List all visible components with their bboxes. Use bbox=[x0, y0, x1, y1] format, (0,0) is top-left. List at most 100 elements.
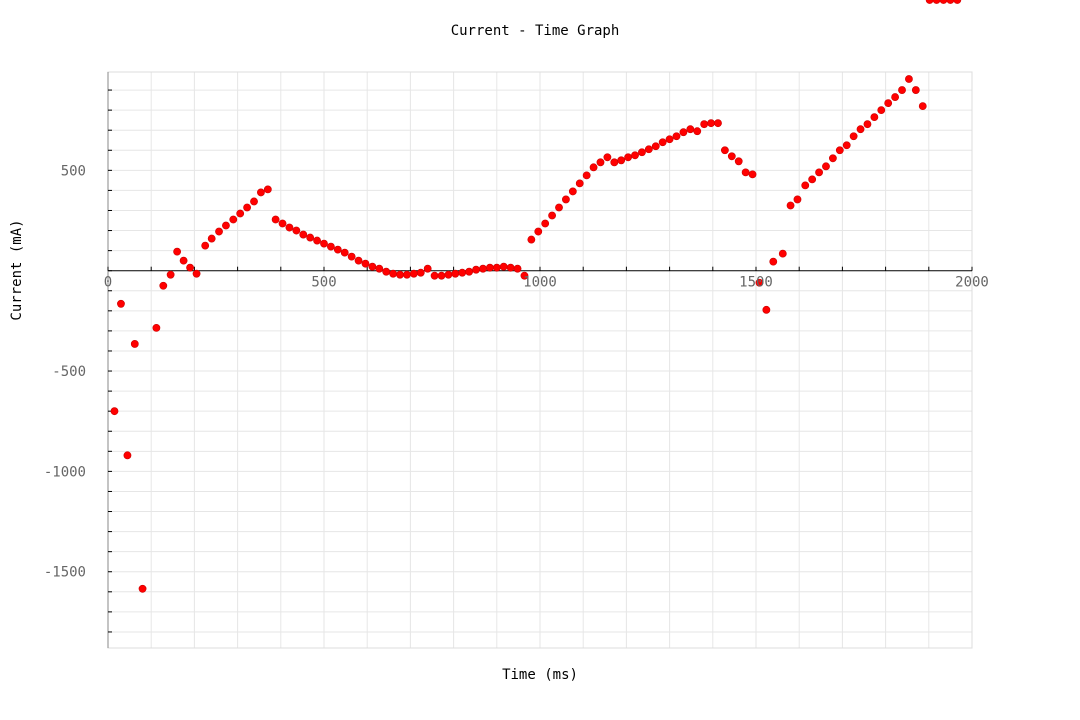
data-point bbox=[534, 227, 543, 236]
x-tick-label: 1500 bbox=[739, 275, 773, 291]
data-point bbox=[250, 197, 258, 206]
data-point bbox=[679, 128, 688, 137]
x-axis-label: Time (ms) bbox=[502, 667, 578, 683]
data-point bbox=[375, 264, 384, 273]
data-point bbox=[548, 211, 556, 220]
data-point bbox=[596, 158, 605, 167]
data-point bbox=[693, 127, 702, 136]
data-point bbox=[361, 259, 370, 268]
data-point bbox=[953, 0, 962, 4]
data-point bbox=[932, 0, 941, 4]
data-point bbox=[555, 203, 563, 212]
y-tick-label: -1000 bbox=[44, 464, 86, 480]
data-point bbox=[306, 233, 315, 242]
data-point bbox=[320, 239, 328, 248]
data-point bbox=[631, 151, 639, 160]
data-point bbox=[263, 185, 272, 194]
axis-ticks bbox=[107, 89, 973, 633]
data-point bbox=[368, 262, 377, 271]
data-point bbox=[672, 132, 681, 141]
data-point bbox=[451, 269, 460, 278]
data-point bbox=[192, 269, 201, 278]
data-point bbox=[403, 270, 411, 279]
data-point bbox=[801, 181, 810, 190]
data-point bbox=[700, 120, 709, 129]
data-point bbox=[278, 219, 287, 228]
data-point bbox=[575, 179, 584, 188]
x-tick-label: 1000 bbox=[523, 275, 557, 291]
data-point bbox=[786, 201, 795, 210]
data-point bbox=[741, 168, 750, 177]
data-point bbox=[918, 102, 927, 111]
chart-title: Current - Time Graph bbox=[451, 23, 620, 39]
data-point bbox=[117, 299, 125, 308]
data-point bbox=[444, 270, 453, 279]
data-point bbox=[562, 195, 570, 204]
grid-lines bbox=[108, 72, 972, 648]
data-point bbox=[110, 407, 119, 416]
data-point bbox=[479, 264, 487, 273]
data-point bbox=[354, 256, 363, 265]
data-point bbox=[527, 235, 536, 244]
x-tick-label: 2000 bbox=[955, 275, 989, 291]
data-point bbox=[207, 234, 216, 243]
data-point bbox=[589, 163, 598, 172]
data-point bbox=[849, 132, 858, 141]
data-point bbox=[946, 0, 955, 4]
data-point bbox=[911, 86, 920, 94]
data-point bbox=[152, 323, 161, 332]
data-point bbox=[430, 271, 439, 280]
data-point bbox=[638, 148, 646, 157]
data-point bbox=[513, 264, 522, 273]
data-point bbox=[769, 257, 778, 266]
data-point bbox=[624, 153, 633, 162]
data-point bbox=[707, 119, 715, 128]
data-point bbox=[243, 203, 252, 212]
data-point bbox=[257, 188, 265, 197]
data-point bbox=[292, 226, 301, 235]
data-point bbox=[416, 268, 425, 277]
data-point bbox=[925, 0, 934, 4]
data-point bbox=[396, 270, 404, 279]
data-point bbox=[201, 241, 210, 250]
data-point bbox=[423, 264, 432, 273]
data-point bbox=[828, 154, 837, 163]
data-point bbox=[465, 267, 474, 276]
y-tick-label: 500 bbox=[61, 163, 86, 179]
data-point bbox=[472, 265, 480, 274]
data-point bbox=[327, 242, 335, 251]
data-point bbox=[856, 125, 865, 134]
data-point bbox=[748, 170, 757, 179]
data-points bbox=[110, 0, 962, 593]
data-point bbox=[285, 223, 294, 232]
data-point bbox=[568, 187, 577, 196]
data-point bbox=[863, 120, 872, 129]
data-point bbox=[236, 209, 245, 218]
data-point bbox=[835, 146, 844, 155]
data-point bbox=[130, 340, 139, 348]
y-tick-label: -1500 bbox=[44, 565, 86, 581]
data-point bbox=[651, 142, 660, 151]
data-point bbox=[333, 245, 342, 254]
data-point bbox=[166, 270, 175, 279]
data-point bbox=[939, 0, 948, 4]
data-point bbox=[173, 247, 182, 256]
data-point bbox=[762, 305, 771, 314]
data-point bbox=[644, 145, 653, 154]
data-point bbox=[138, 584, 147, 593]
data-point bbox=[727, 152, 736, 161]
data-point bbox=[159, 281, 168, 290]
data-point bbox=[734, 157, 743, 166]
data-point bbox=[793, 195, 802, 204]
data-point bbox=[891, 93, 900, 101]
data-point bbox=[842, 141, 851, 150]
data-point bbox=[658, 138, 667, 147]
data-point bbox=[905, 75, 913, 83]
data-point bbox=[340, 248, 349, 257]
data-point bbox=[485, 263, 494, 272]
data-point bbox=[808, 175, 817, 184]
data-point bbox=[437, 271, 446, 280]
data-point bbox=[541, 219, 550, 228]
data-point bbox=[755, 278, 764, 287]
